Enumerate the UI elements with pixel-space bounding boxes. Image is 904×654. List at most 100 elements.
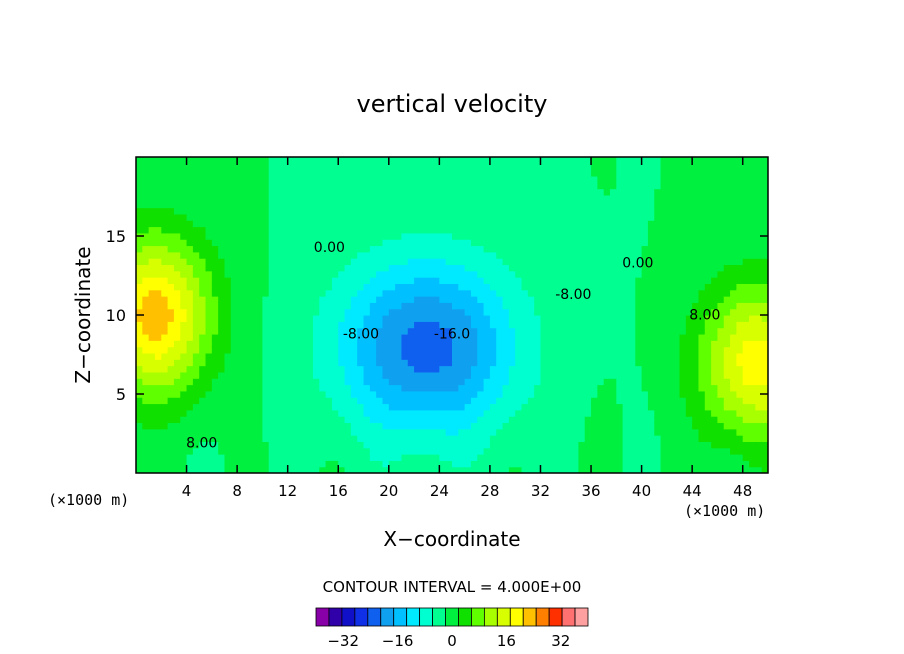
field-cell [508, 201, 516, 209]
field-cell [180, 258, 188, 266]
field-cell [685, 428, 693, 436]
field-cell [262, 302, 270, 310]
field-cell [376, 466, 384, 473]
field-cell [148, 308, 156, 316]
field-cell [376, 428, 384, 436]
field-cell [224, 403, 232, 411]
field-cell [211, 466, 219, 473]
field-cell [161, 422, 169, 430]
field-cell [357, 296, 365, 303]
field-cell [616, 466, 624, 473]
field-cell [641, 384, 649, 392]
field-cell [205, 359, 213, 367]
field-cell [483, 384, 491, 392]
field-cell [287, 232, 295, 240]
field-cell [199, 213, 207, 221]
field-cell [439, 302, 447, 310]
filled-contours [136, 157, 768, 473]
field-cell [755, 454, 763, 461]
field-cell [673, 416, 681, 424]
field-cell [723, 302, 731, 310]
field-cell [464, 435, 472, 442]
field-cell [243, 283, 251, 291]
field-cell [224, 264, 232, 272]
field-cell [578, 277, 586, 284]
field-cell [527, 182, 535, 190]
field-cell [508, 258, 516, 266]
field-cell [717, 251, 725, 259]
field-cell [199, 302, 207, 310]
field-cell [578, 213, 586, 221]
field-cell [685, 466, 693, 473]
field-cell [249, 397, 257, 405]
field-cell [218, 207, 226, 215]
field-cell [622, 352, 630, 360]
field-cell [407, 390, 415, 398]
field-cell [306, 239, 314, 247]
field-cell [211, 232, 219, 240]
field-cell [350, 302, 358, 310]
field-cell [154, 163, 162, 171]
field-cell [603, 390, 611, 398]
field-cell [527, 384, 535, 392]
field-cell [527, 188, 535, 196]
field-cell [300, 188, 308, 196]
field-cell [224, 454, 232, 461]
field-cell [268, 239, 276, 247]
field-cell [622, 460, 630, 468]
field-cell [281, 403, 289, 411]
field-cell [426, 245, 434, 253]
field-cell [527, 333, 535, 341]
field-cell [616, 296, 624, 303]
field-cell [698, 409, 706, 417]
field-cell [205, 283, 213, 291]
field-cell [426, 352, 434, 360]
field-cell [584, 416, 592, 424]
field-cell [711, 308, 719, 316]
field-cell [142, 270, 150, 278]
field-cell [433, 296, 440, 303]
field-cell [546, 340, 554, 348]
field-cell [692, 220, 700, 228]
field-cell [186, 327, 194, 335]
field-cell [363, 220, 371, 228]
field-cell [243, 207, 251, 215]
field-cell [521, 258, 529, 266]
field-cell [540, 302, 548, 310]
field-cell [312, 270, 320, 278]
field-cell [584, 194, 592, 202]
field-cell [205, 435, 213, 442]
field-cell [199, 175, 207, 183]
field-cell [742, 409, 750, 417]
field-cell [704, 435, 712, 442]
field-cell [306, 466, 314, 473]
field-cell [401, 264, 409, 272]
field-cell [584, 226, 592, 234]
field-cell [654, 441, 662, 449]
field-cell [312, 277, 320, 284]
field-cell [363, 239, 371, 247]
field-cell [363, 277, 371, 284]
field-cell [749, 308, 756, 316]
field-cell [306, 416, 314, 424]
field-cell [508, 296, 516, 303]
field-cell [287, 245, 295, 253]
field-cell [508, 213, 516, 221]
field-cell [256, 302, 263, 310]
field-cell [173, 371, 181, 379]
field-cell [445, 390, 453, 398]
field-cell [331, 283, 339, 291]
field-cell [439, 264, 447, 272]
field-cell [256, 163, 263, 171]
field-cell [230, 428, 238, 436]
field-cell [736, 283, 744, 291]
field-cell [414, 232, 421, 240]
field-cell [142, 321, 150, 329]
field-cell [192, 289, 200, 297]
field-cell [344, 201, 352, 209]
field-cell [388, 239, 396, 247]
field-cell [376, 390, 384, 398]
field-cell [161, 428, 169, 436]
field-cell [205, 232, 213, 240]
field-cell [578, 182, 586, 190]
